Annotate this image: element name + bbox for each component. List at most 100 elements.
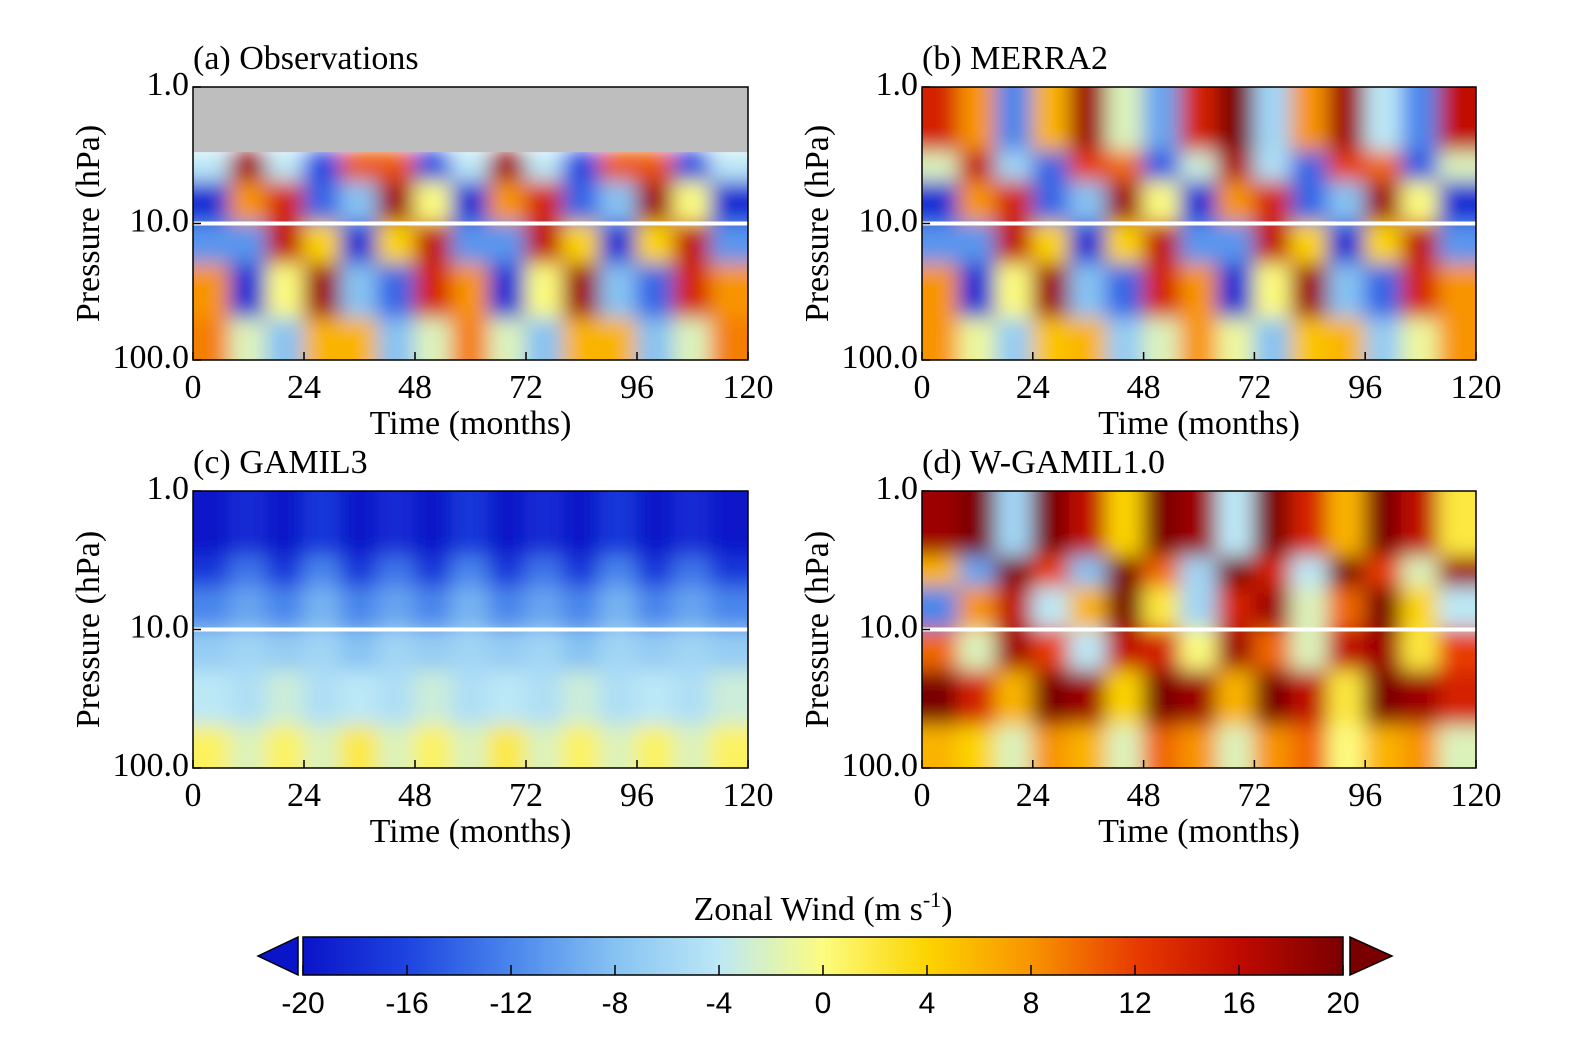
- x-axis-label: Time (months): [370, 813, 572, 850]
- heat-cell: [229, 181, 268, 225]
- heat-cell: [599, 222, 638, 266]
- heat-cell: [1216, 222, 1256, 266]
- heat-cell: [340, 586, 379, 631]
- heat-cell: [1179, 181, 1219, 225]
- y-tick-label: 1.0: [147, 66, 190, 103]
- x-tick-label: 96: [1348, 369, 1382, 406]
- heat-cell: [1327, 670, 1367, 728]
- heat-cell: [266, 725, 305, 768]
- heat-cell: [1031, 725, 1071, 768]
- heat-cell: [562, 556, 601, 589]
- heat-cell: [266, 670, 305, 728]
- heat-cell: [303, 181, 342, 225]
- heat-cell: [1179, 263, 1219, 320]
- colorbar-title-end: ): [941, 891, 952, 928]
- heat-cell: [1253, 222, 1293, 266]
- colorbar-tick-label: -12: [489, 987, 532, 1020]
- missing-region: [600, 87, 637, 153]
- heat-cell: [1068, 725, 1108, 768]
- heat-cell: [488, 222, 527, 266]
- heat-cell: [193, 317, 231, 360]
- heat-cell: [599, 670, 638, 728]
- colorbar-tick-label: -20: [281, 987, 324, 1020]
- heat-cell: [1253, 491, 1293, 559]
- heat-cell: [414, 151, 453, 184]
- heat-cell: [193, 263, 231, 320]
- heat-cell: [994, 586, 1034, 631]
- heat-cell: [1290, 181, 1330, 225]
- y-tick-label: 1.0: [876, 66, 919, 103]
- heat-cell: [1031, 263, 1071, 320]
- heat-cell: [266, 317, 305, 360]
- heat-cell: [525, 222, 564, 266]
- heat-cell: [1401, 263, 1441, 320]
- heat-cell: [710, 263, 748, 320]
- heat-cell: [193, 670, 231, 728]
- heat-cell: [1438, 222, 1476, 266]
- heat-cell: [1253, 263, 1293, 320]
- x-tick-label: 120: [723, 369, 774, 406]
- heat-cell: [266, 181, 305, 225]
- heat-cell: [636, 628, 675, 673]
- heat-cell: [1142, 151, 1182, 184]
- heat-cell: [710, 628, 748, 673]
- heat-cell: [1105, 725, 1145, 768]
- heat-cell: [922, 586, 960, 631]
- heat-cell: [340, 317, 379, 360]
- heat-cell: [957, 222, 997, 266]
- heat-cell: [1438, 491, 1476, 559]
- heat-cell: [377, 222, 416, 266]
- heat-cell: [340, 222, 379, 266]
- heat-cell: [1253, 628, 1293, 673]
- heat-cell: [599, 263, 638, 320]
- heat-cell: [1327, 87, 1367, 154]
- heat-cell: [1216, 586, 1256, 631]
- heat-cell: [266, 491, 305, 559]
- heat-cell: [451, 586, 490, 631]
- missing-region: [341, 87, 378, 153]
- x-tick-label: 72: [509, 777, 543, 814]
- heat-cell: [229, 586, 268, 631]
- heat-cell: [994, 87, 1034, 154]
- heat-cell: [1438, 670, 1476, 728]
- heat-cell: [377, 556, 416, 589]
- heat-cell: [1031, 628, 1071, 673]
- heat-cell: [1031, 181, 1071, 225]
- heat-cell: [303, 151, 342, 184]
- heat-cell: [1068, 181, 1108, 225]
- heat-cell: [1401, 181, 1441, 225]
- heat-cell: [451, 222, 490, 266]
- x-tick-label: 48: [1127, 369, 1161, 406]
- heat-cell: [377, 181, 416, 225]
- heat-cell: [922, 222, 960, 266]
- heat-cell: [922, 181, 960, 225]
- x-tick-label: 96: [620, 777, 654, 814]
- plot-area: [193, 491, 748, 768]
- heat-cell: [673, 556, 712, 589]
- heat-cell: [599, 628, 638, 673]
- x-tick-label: 72: [1237, 369, 1271, 406]
- heat-cell: [1290, 151, 1330, 184]
- x-axis-label: Time (months): [370, 405, 572, 442]
- heat-cell: [994, 556, 1034, 589]
- heat-cell: [414, 491, 453, 559]
- heat-cell: [488, 586, 527, 631]
- panel-title: (d) W-GAMIL1.0: [922, 444, 1165, 481]
- heat-cell: [1401, 317, 1441, 360]
- heat-cell: [1364, 556, 1404, 589]
- heat-cell: [957, 725, 997, 768]
- colorbar-tick-label: 16: [1222, 987, 1255, 1020]
- heat-cell: [340, 628, 379, 673]
- heat-cell: [1179, 491, 1219, 559]
- heat-cell: [922, 87, 960, 154]
- heat-cell: [193, 725, 231, 768]
- heat-cell: [710, 222, 748, 266]
- heat-cell: [673, 263, 712, 320]
- heat-cell: [303, 725, 342, 768]
- x-tick-label: 72: [1237, 777, 1271, 814]
- heat-cell: [1401, 87, 1441, 154]
- heat-cell: [710, 151, 748, 184]
- heat-cell: [562, 670, 601, 728]
- heat-cell: [1327, 222, 1367, 266]
- heat-cell: [1031, 670, 1071, 728]
